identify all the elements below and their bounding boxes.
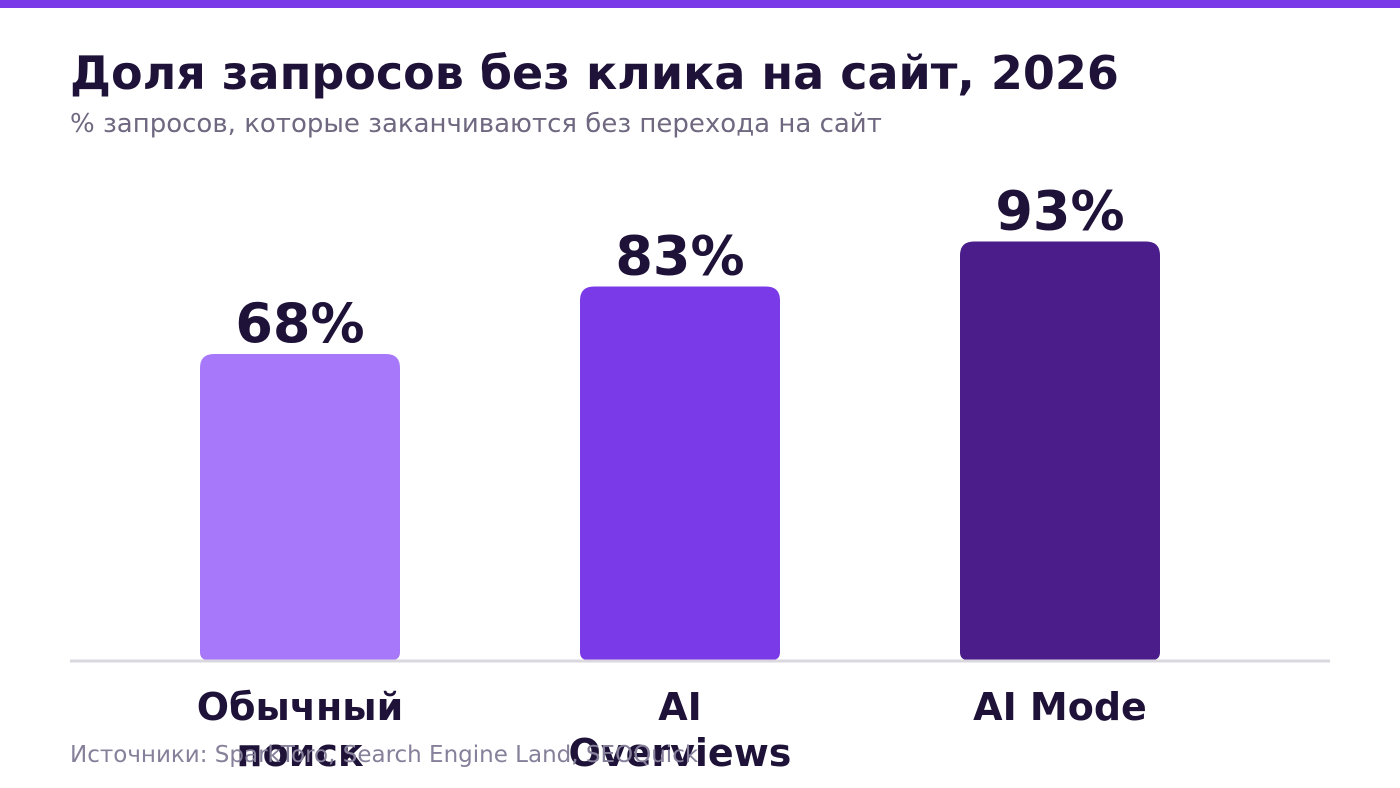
bar-value-label-3: 93% [995, 180, 1124, 243]
top-accent-bar [0, 0, 1400, 8]
chart-subtitle: % запросов, которые заканчиваются без пе… [70, 109, 882, 139]
bar-value-label-1: 68% [235, 292, 364, 355]
bar-value-label-2: 83% [615, 225, 744, 288]
category-label-1: Обычный поиск [197, 685, 404, 775]
bar-3 [960, 241, 1160, 660]
category-label-2: AI Overviews [569, 685, 792, 775]
category-label-3: AI Mode [973, 685, 1147, 729]
chart-title: Доля запросов без клика на сайт, 2026 [70, 46, 1119, 100]
bar-2 [580, 286, 780, 660]
bar-1 [200, 354, 400, 660]
source-note: Источники: SparkToro, Search Engine Land… [70, 742, 699, 768]
